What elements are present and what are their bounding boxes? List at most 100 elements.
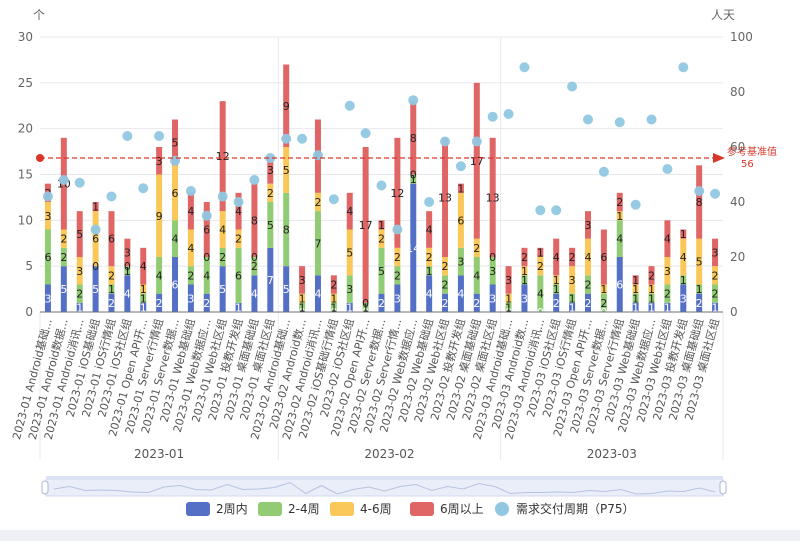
scatter-point	[471, 136, 482, 147]
bar-segment	[346, 192, 353, 230]
bar-value-label: 2	[203, 297, 210, 310]
bar-value-label: 1	[346, 301, 353, 314]
scatter-point	[328, 194, 339, 205]
bar-segment	[569, 293, 576, 303]
bar-value-label: 5	[378, 265, 385, 278]
month-group-label: 2023-01	[134, 447, 184, 461]
bar-segment	[712, 266, 719, 285]
bar-value-label: 2	[569, 251, 576, 264]
bar-segment	[156, 147, 163, 175]
bar-segment	[251, 183, 258, 257]
bar-value-label: 1	[505, 292, 512, 305]
bar-value-label: 2	[442, 279, 449, 292]
zoom-preview-line	[53, 481, 716, 495]
bar-segment	[108, 211, 115, 267]
data-zoom-slider[interactable]	[41, 476, 727, 497]
legend-item[interactable]: 4-6周	[330, 502, 392, 516]
bar-value-label: 2	[553, 297, 560, 310]
bar-value-label: 1	[553, 274, 560, 287]
bar-value-label: 6	[108, 233, 115, 246]
scatter-point	[519, 62, 530, 73]
bar-value-label: 3	[489, 292, 496, 305]
legend-item[interactable]: 2周内	[186, 502, 248, 516]
bar-segment	[696, 293, 703, 312]
bar-segment	[696, 165, 703, 239]
zoom-selection-bar[interactable]	[46, 476, 723, 480]
bar-segment	[648, 284, 655, 294]
bar-value-label: 4	[616, 233, 623, 246]
bar-value-label: 3	[664, 265, 671, 278]
bar-value-label: 2	[156, 297, 163, 310]
bar-segment	[314, 192, 321, 212]
scatter-point	[233, 197, 244, 207]
bar-value-label: 2	[584, 279, 591, 292]
bar-value-label: 1	[521, 265, 528, 278]
bar-value-label: 4	[426, 224, 433, 237]
bar-value-label: 2	[60, 251, 67, 264]
bar-value-label: 2	[108, 269, 115, 282]
bar-segment	[76, 211, 83, 257]
zoom-handle-right[interactable]	[719, 480, 727, 495]
bar-segment	[426, 266, 433, 276]
bar-segment	[537, 275, 544, 312]
legend-item[interactable]: 2-4周	[258, 502, 320, 516]
bar-segment	[203, 293, 210, 312]
month-group-label: 2023-02	[364, 447, 414, 461]
bar-value-label: 1	[124, 265, 131, 278]
markline-value: 56	[741, 159, 754, 170]
scatter-point	[408, 95, 419, 106]
legend-label: 6周以上	[440, 502, 484, 516]
bar-value-label: 1	[680, 228, 687, 241]
bar-segment	[267, 202, 274, 248]
bar-segment	[219, 266, 226, 312]
bar-value-label: 2	[219, 251, 226, 264]
bar-segment	[346, 275, 353, 303]
legend-label: 需求交付周期（P75）	[516, 501, 635, 516]
bar-segment	[648, 302, 655, 312]
bar-segment	[680, 284, 687, 312]
bar-segment	[44, 229, 51, 285]
bar-value-label: 0	[362, 297, 369, 310]
scatter-point	[90, 224, 101, 235]
bar-segment	[696, 284, 703, 294]
bar-value-label: 6	[600, 251, 607, 264]
bar-value-label: 1	[553, 283, 560, 296]
legend-item[interactable]: 6周以上	[410, 502, 484, 516]
bar-value-label: 1	[76, 301, 83, 314]
bar-segment	[203, 257, 210, 294]
bar-value-label: 8	[251, 214, 258, 227]
bar-segment	[76, 257, 83, 285]
bar-segment	[616, 211, 623, 221]
bar-segment	[569, 302, 576, 312]
zoom-track[interactable]	[45, 478, 724, 497]
bar-segment	[140, 247, 147, 285]
bar-value-label: 3	[712, 246, 719, 259]
bar-segment	[648, 266, 655, 285]
left-tick-label: 30	[18, 30, 33, 44]
bar-value-label: 2	[267, 187, 274, 200]
bar-segment	[330, 302, 337, 312]
bar-value-label: 1	[410, 173, 417, 186]
bar-segment	[648, 293, 655, 303]
bar-value-label: 1	[696, 283, 703, 296]
scatter-point	[74, 177, 85, 188]
bar-value-label: 3	[267, 164, 274, 177]
legend[interactable]: 2周内 2-4周 4-6周 6周以上 需求交付周期（P75）	[186, 501, 635, 516]
bar-segment	[156, 257, 163, 294]
bar-value-label: 1	[505, 301, 512, 314]
bar-value-label: 4	[537, 288, 544, 301]
bar-segment	[187, 192, 194, 230]
bar-value-label: 5	[283, 164, 290, 177]
left-tick-label: 5	[25, 259, 33, 273]
legend-item[interactable]: 需求交付周期（P75）	[495, 501, 635, 516]
bar-segment	[330, 293, 337, 303]
scatter-point	[710, 188, 721, 199]
bar-segment	[108, 266, 115, 285]
bar-segment	[569, 247, 576, 267]
bar-value-label: 2	[330, 279, 337, 292]
bar-value-label: 4	[187, 242, 194, 255]
bar-value-label: 3	[299, 274, 306, 287]
zoom-handle-left[interactable]	[41, 480, 49, 495]
bar-value-label: 3	[521, 292, 528, 305]
bar-segment	[664, 220, 671, 257]
